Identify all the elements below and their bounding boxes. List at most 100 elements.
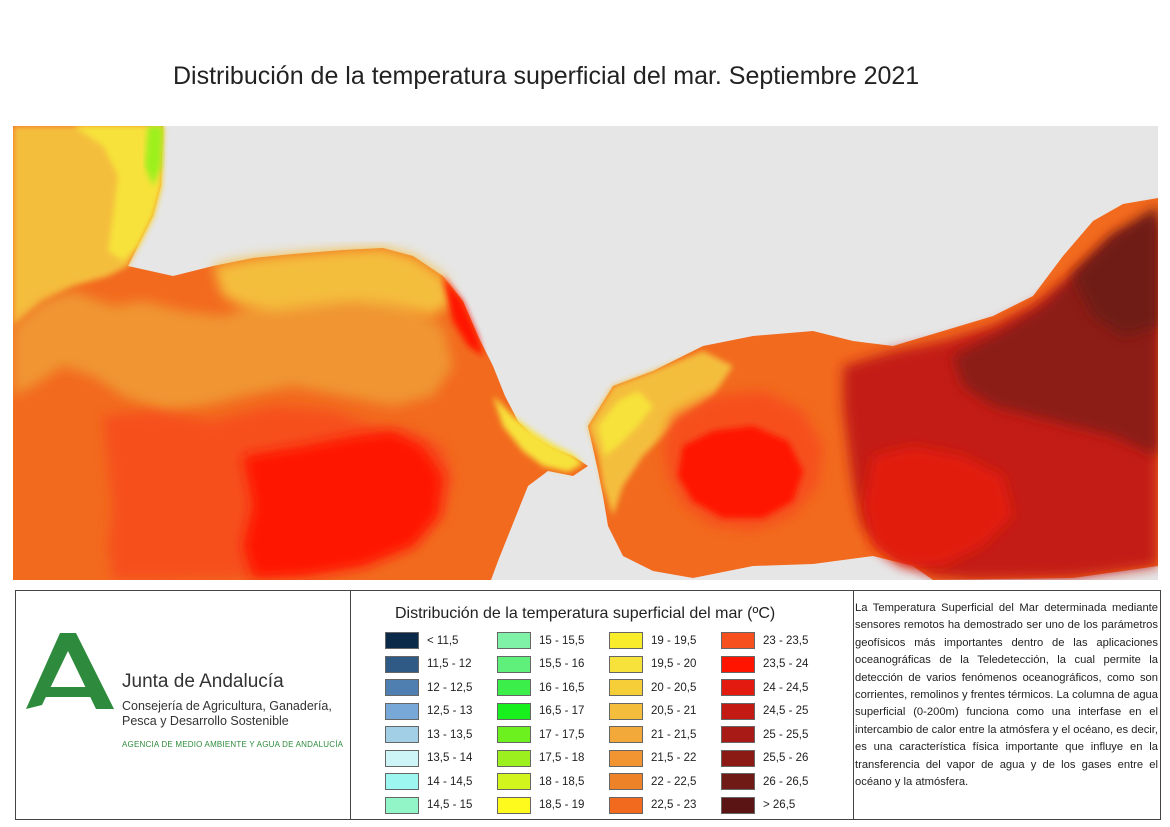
- legend-label: 20,5 - 21: [651, 705, 697, 718]
- legend-swatch: [385, 702, 419, 720]
- junta-andalucia-logo-icon: [26, 633, 114, 709]
- org-department: Consejería de Agricultura, Ganadería, Pe…: [122, 699, 332, 728]
- legend-item: 18,5 - 19: [497, 794, 609, 818]
- legend-label: 16,5 - 17: [539, 705, 585, 718]
- legend-swatch: [609, 726, 643, 744]
- legend-grid: < 11,5 11,5 - 12 12 - 12,5 12,5 - 13 13 - 13…: [385, 629, 845, 815]
- legend-item: 23,5 - 24: [721, 653, 833, 677]
- legend-label: 14 - 14,5: [427, 775, 473, 788]
- legend-label: 22 - 22,5: [651, 775, 697, 788]
- legend-item: 20 - 20,5: [609, 676, 721, 700]
- legend-swatch: [497, 679, 531, 697]
- sst-map[interactable]: [13, 126, 1158, 580]
- legend-item: 11,5 - 12: [385, 653, 497, 677]
- legend-item: 24,5 - 25: [721, 700, 833, 724]
- legend-label: 21 - 21,5: [651, 728, 697, 741]
- legend: Distribución de la temperatura superfici…: [351, 591, 853, 819]
- institution-logo-area: Junta de Andalucía Consejería de Agricul…: [16, 591, 350, 819]
- legend-label: 22,5 - 23: [651, 799, 697, 812]
- legend-title: Distribución de la temperatura superfici…: [395, 605, 776, 622]
- org-name: Junta de Andalucía: [122, 671, 284, 692]
- legend-label: 12,5 - 13: [427, 705, 473, 718]
- legend-label: < 11,5: [427, 634, 459, 647]
- legend-swatch: [385, 632, 419, 650]
- legend-swatch: [721, 749, 755, 767]
- legend-swatch: [497, 749, 531, 767]
- legend-item: > 26,5: [721, 794, 833, 818]
- legend-label: 24 - 24,5: [763, 681, 809, 694]
- legend-label: 17 - 17,5: [539, 728, 585, 741]
- info-panel: Junta de Andalucía Consejería de Agricul…: [15, 590, 1161, 820]
- legend-swatch: [721, 773, 755, 791]
- legend-item: 19 - 19,5: [609, 629, 721, 653]
- legend-swatch: [385, 655, 419, 673]
- legend-swatch: [609, 796, 643, 814]
- sst-map-canvas: [13, 126, 1158, 580]
- legend-label: 15,5 - 16: [539, 658, 585, 671]
- legend-item: 14,5 - 15: [385, 794, 497, 818]
- legend-swatch: [609, 679, 643, 697]
- legend-label: 24,5 - 25: [763, 705, 809, 718]
- legend-label: 23,5 - 24: [763, 658, 809, 671]
- legend-label: 21,5 - 22: [651, 752, 697, 765]
- legend-swatch: [721, 726, 755, 744]
- legend-label: 14,5 - 15: [427, 799, 473, 812]
- legend-swatch: [497, 773, 531, 791]
- mediterranean-sea: [588, 198, 1158, 580]
- legend-label: 12 - 12,5: [427, 681, 473, 694]
- legend-item: 22 - 22,5: [609, 770, 721, 794]
- panel-divider: [350, 591, 351, 819]
- legend-swatch: [385, 749, 419, 767]
- legend-item: 13,5 - 14: [385, 747, 497, 771]
- legend-item: 21 - 21,5: [609, 723, 721, 747]
- legend-label: 25,5 - 26: [763, 752, 809, 765]
- legend-item: 20,5 - 21: [609, 700, 721, 724]
- legend-label: 26 - 26,5: [763, 775, 809, 788]
- legend-swatch: [721, 796, 755, 814]
- panel-divider: [853, 591, 854, 819]
- description-text: La Temperatura Superficial del Mar deter…: [855, 602, 1158, 789]
- legend-swatch: [609, 632, 643, 650]
- legend-item: 21,5 - 22: [609, 747, 721, 771]
- legend-item: 15 - 15,5: [497, 629, 609, 653]
- legend-item: 12,5 - 13: [385, 700, 497, 724]
- legend-item: 13 - 13,5: [385, 723, 497, 747]
- legend-label: 13 - 13,5: [427, 728, 473, 741]
- atlantic-sea: [13, 126, 588, 580]
- org-agency: AGENCIA DE MEDIO AMBIENTE Y AGUA DE ANDA…: [122, 740, 344, 749]
- legend-item: 16,5 - 17: [497, 700, 609, 724]
- legend-swatch: [385, 773, 419, 791]
- legend-label: 15 - 15,5: [539, 634, 585, 647]
- legend-item: 23 - 23,5: [721, 629, 833, 653]
- legend-swatch: [385, 726, 419, 744]
- legend-label: 17,5 - 18: [539, 752, 585, 765]
- legend-swatch: [385, 796, 419, 814]
- legend-item: 15,5 - 16: [497, 653, 609, 677]
- legend-label: 20 - 20,5: [651, 681, 697, 694]
- legend-label: 19 - 19,5: [651, 634, 697, 647]
- legend-label: 16 - 16,5: [539, 681, 585, 694]
- legend-swatch: [721, 632, 755, 650]
- legend-label: 25 - 25,5: [763, 728, 809, 741]
- legend-swatch: [721, 702, 755, 720]
- legend-item: 17 - 17,5: [497, 723, 609, 747]
- legend-swatch: [609, 773, 643, 791]
- legend-swatch: [609, 702, 643, 720]
- legend-item: 16 - 16,5: [497, 676, 609, 700]
- legend-item: 14 - 14,5: [385, 770, 497, 794]
- page-title: Distribución de la temperatura superfici…: [173, 62, 920, 90]
- legend-swatch: [721, 679, 755, 697]
- legend-item: 26 - 26,5: [721, 770, 833, 794]
- legend-swatch: [609, 655, 643, 673]
- legend-item: 17,5 - 18: [497, 747, 609, 771]
- legend-label: 18 - 18,5: [539, 775, 585, 788]
- legend-item: 22,5 - 23: [609, 794, 721, 818]
- legend-item: 12 - 12,5: [385, 676, 497, 700]
- legend-swatch: [385, 679, 419, 697]
- legend-swatch: [609, 749, 643, 767]
- legend-swatch: [497, 655, 531, 673]
- legend-item: 24 - 24,5: [721, 676, 833, 700]
- legend-item: 18 - 18,5: [497, 770, 609, 794]
- legend-label: 11,5 - 12: [427, 658, 472, 671]
- legend-label: 18,5 - 19: [539, 799, 585, 812]
